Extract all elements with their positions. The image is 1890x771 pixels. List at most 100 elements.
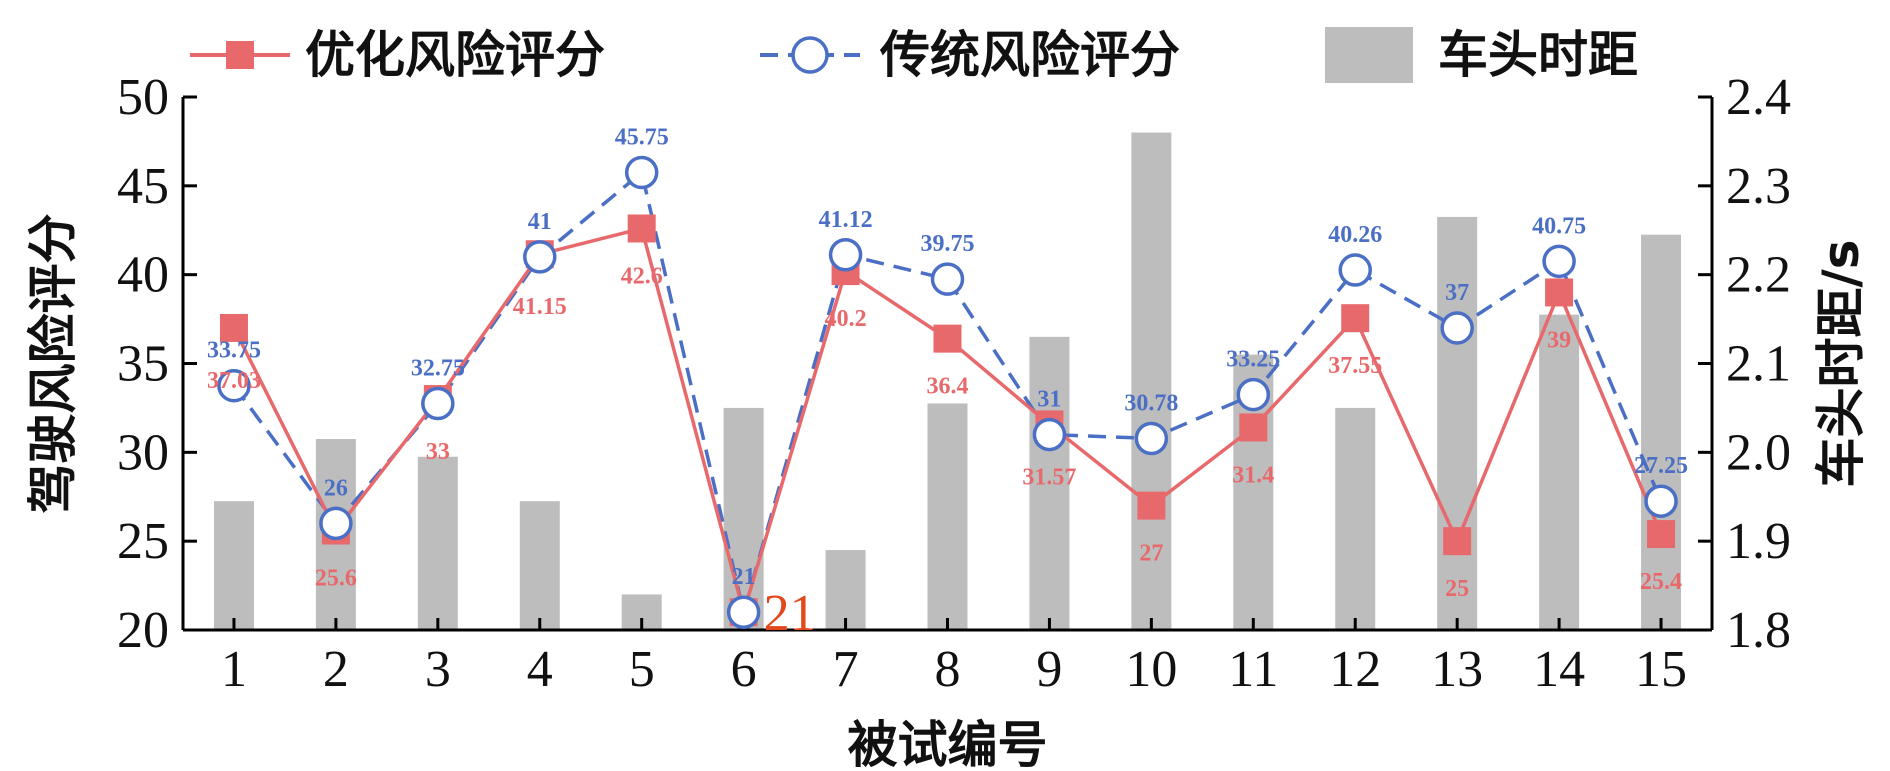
x-tick-label: 4 bbox=[527, 641, 553, 698]
optimized-point-13 bbox=[1443, 527, 1472, 556]
optimized-point-12 bbox=[1341, 304, 1370, 333]
optimized-point-11 bbox=[1239, 413, 1268, 442]
traditional-data-label: 27.25 bbox=[1634, 453, 1688, 479]
headway-bar-15 bbox=[1641, 234, 1682, 631]
x-tick-label: 3 bbox=[425, 641, 451, 698]
x-tick-label: 10 bbox=[1125, 641, 1177, 698]
traditional-point-11 bbox=[1236, 377, 1271, 412]
traditional-data-label: 21 bbox=[732, 564, 756, 590]
traditional-point-3 bbox=[421, 386, 455, 421]
right-tick-label: 2.4 bbox=[1726, 69, 1791, 126]
optimized-data-label: 36.4 bbox=[927, 374, 969, 400]
left-tick-label: 20 bbox=[117, 602, 169, 659]
right-tick-label: 2.2 bbox=[1726, 247, 1791, 304]
traditional-point-4 bbox=[523, 240, 557, 274]
optimized-data-label: 25 bbox=[1445, 576, 1469, 602]
x-tick-label: 14 bbox=[1533, 641, 1585, 698]
traditional-data-label: 40.26 bbox=[1328, 222, 1382, 248]
optimized-data-label: 27 bbox=[1139, 541, 1163, 567]
x-tick-label: 13 bbox=[1431, 641, 1483, 698]
right-tick-label: 2.1 bbox=[1726, 336, 1791, 393]
optimized-data-label: 42.6 bbox=[621, 263, 663, 289]
x-tick-label: 12 bbox=[1329, 641, 1381, 698]
traditional-data-label: 41.12 bbox=[819, 207, 873, 233]
x-tick-label: 1 bbox=[221, 641, 247, 698]
traditional-data-label: 26 bbox=[324, 475, 348, 501]
legend-optimized-label: 优化风险评分 bbox=[305, 26, 605, 84]
headway-bar-9 bbox=[1029, 336, 1070, 630]
headway-bar-13 bbox=[1437, 216, 1478, 631]
left-tick-label: 45 bbox=[117, 158, 169, 215]
x-axis-title: 被试编号 bbox=[848, 716, 1048, 771]
headway-bar-14 bbox=[1539, 314, 1580, 630]
legend-headway-swatch bbox=[1325, 27, 1413, 83]
legend-traditional-label: 传统风险评分 bbox=[879, 26, 1180, 84]
traditional-point-2 bbox=[319, 506, 353, 541]
optimized-data-label: 41.15 bbox=[513, 294, 567, 320]
traditional-data-label: 33.25 bbox=[1226, 347, 1280, 373]
x-tick-label: 2 bbox=[323, 641, 349, 698]
headway-bar-3 bbox=[417, 456, 458, 630]
optimized-point-15 bbox=[1647, 520, 1676, 549]
left-tick-label: 40 bbox=[117, 247, 169, 304]
traditional-point-14 bbox=[1542, 244, 1576, 279]
left-tick-label: 35 bbox=[117, 336, 169, 393]
headway-bar-8 bbox=[927, 403, 968, 630]
right-tick-label: 1.9 bbox=[1726, 513, 1791, 570]
optimized-point-10 bbox=[1137, 491, 1166, 520]
x-tick-label: 8 bbox=[935, 641, 961, 698]
left-tick-label: 25 bbox=[117, 513, 169, 570]
optimized-point-5 bbox=[627, 214, 656, 243]
optimized-data-label: 25.6 bbox=[315, 566, 357, 592]
legend-optimized-marker bbox=[226, 41, 254, 69]
x-tick-label: 11 bbox=[1228, 641, 1278, 698]
traditional-point-15 bbox=[1644, 484, 1678, 518]
optimized-point-1 bbox=[219, 313, 248, 342]
optimized-data-label: 39 bbox=[1547, 327, 1571, 353]
traditional-data-label: 30.78 bbox=[1124, 390, 1178, 416]
traditional-point-6 bbox=[726, 595, 761, 629]
x-tick-label: 6 bbox=[731, 641, 757, 698]
traditional-data-label: 40.75 bbox=[1532, 213, 1586, 239]
optimized-data-label: 37.03 bbox=[207, 368, 261, 394]
y-axis-title: 驾驶风险评分 bbox=[24, 214, 82, 514]
x-tick-label: 15 bbox=[1635, 641, 1687, 698]
headway-bar-10 bbox=[1131, 132, 1172, 631]
optimized-point-14 bbox=[1545, 278, 1574, 307]
traditional-data-label: 39.75 bbox=[921, 231, 975, 257]
headway-bar-6 bbox=[723, 407, 764, 630]
optimized-point-8 bbox=[933, 324, 962, 353]
traditional-point-13 bbox=[1440, 311, 1474, 345]
traditional-point-8 bbox=[930, 262, 965, 296]
annotation-label: 21 bbox=[764, 585, 816, 642]
traditional-data-label: 41 bbox=[528, 209, 552, 235]
traditional-point-9 bbox=[1032, 417, 1067, 452]
headway-bar-4 bbox=[519, 501, 560, 630]
optimized-data-label: 25.4 bbox=[1640, 569, 1682, 595]
traditional-point-1 bbox=[217, 368, 251, 403]
optimized-data-label: 40.2 bbox=[825, 306, 867, 332]
traditional-point-10 bbox=[1134, 421, 1169, 456]
traditional-data-label: 32.75 bbox=[411, 355, 465, 381]
headway-bar-7 bbox=[825, 550, 866, 630]
y2-axis-title: 车头时距/s bbox=[1812, 239, 1870, 487]
legend-headway-label: 车头时距 bbox=[1438, 26, 1638, 84]
traditional-data-label: 37 bbox=[1445, 280, 1469, 306]
traditional-data-label: 31 bbox=[1037, 387, 1061, 413]
traditional-point-12 bbox=[1338, 253, 1372, 287]
traditional-point-7 bbox=[828, 238, 863, 272]
headway-bar-1 bbox=[213, 501, 254, 630]
left-tick-label: 50 bbox=[117, 69, 169, 126]
x-tick-label: 5 bbox=[629, 641, 655, 698]
left-tick-label: 30 bbox=[117, 424, 169, 481]
right-tick-label: 1.8 bbox=[1726, 602, 1791, 659]
x-tick-label: 9 bbox=[1036, 641, 1062, 698]
legend-traditional-marker bbox=[791, 36, 829, 74]
optimized-data-label: 37.55 bbox=[1328, 353, 1382, 379]
optimized-data-label: 31.57 bbox=[1022, 464, 1076, 490]
x-tick-label: 7 bbox=[833, 641, 859, 698]
optimized-data-label: 31.4 bbox=[1232, 462, 1274, 488]
headway-bar-12 bbox=[1335, 407, 1376, 630]
